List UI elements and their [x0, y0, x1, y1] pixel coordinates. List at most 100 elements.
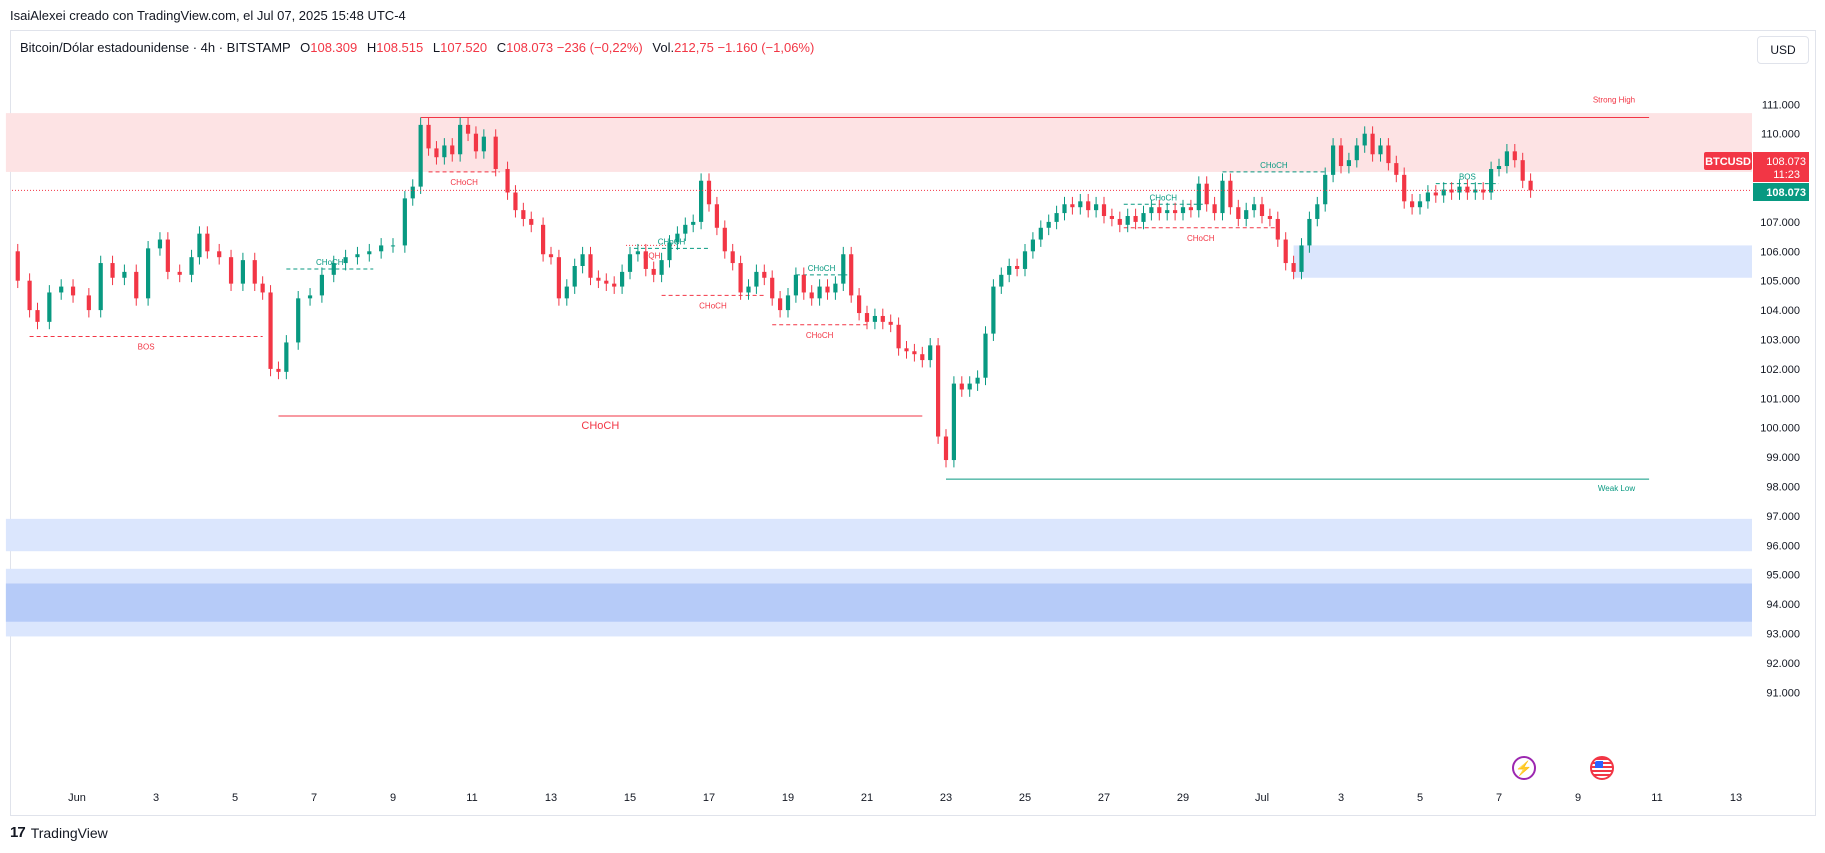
candle-body [722, 227, 727, 252]
candle-body [390, 245, 396, 247]
candle-body [612, 283, 617, 287]
candle-body [134, 271, 139, 299]
candle-body [1165, 210, 1170, 214]
candle-body [122, 271, 127, 278]
candle-body [1528, 180, 1533, 191]
candle-body [880, 315, 885, 322]
x-tick-label: 17 [703, 792, 715, 804]
candle-body [801, 274, 806, 293]
structure-label: CHoCH [806, 331, 834, 340]
candle-body [841, 254, 846, 284]
candle-body [849, 254, 854, 296]
chart-frame [10, 30, 1816, 816]
candle-body [1244, 210, 1249, 219]
candle-body [714, 204, 719, 228]
candle-body [904, 348, 909, 352]
candle-body [1299, 245, 1304, 272]
structure-label: CHoCH [450, 178, 478, 187]
candle-body [343, 257, 348, 264]
x-tick-label: 13 [1730, 792, 1742, 804]
candle-body [825, 286, 830, 293]
candle-body [746, 286, 751, 293]
candle-body [991, 286, 996, 334]
candle-body [588, 254, 593, 278]
candle-body [1196, 183, 1201, 211]
structure-label: CHoCH [1260, 161, 1288, 170]
x-tick-label: 23 [940, 792, 952, 804]
candle-body [936, 345, 941, 437]
candle-body [920, 354, 925, 361]
lightning-icon[interactable]: ⚡ [1512, 756, 1536, 780]
candle-body [928, 345, 933, 361]
candle-body [1323, 174, 1328, 205]
candle-body [1070, 204, 1075, 208]
candle-body [442, 145, 447, 158]
candle-body [1204, 183, 1209, 205]
candle-body [319, 274, 324, 296]
candle-body [1338, 145, 1344, 167]
y-tick-label: 103.000 [1760, 335, 1800, 347]
y-tick-label: 101.000 [1760, 393, 1800, 405]
last-price-value: 108.073 [1766, 156, 1806, 168]
y-tick-label: 106.000 [1760, 246, 1800, 258]
high-value: 108.515 [376, 40, 424, 55]
us-flag-icon[interactable] [1590, 756, 1614, 780]
x-tick-label: 25 [1019, 792, 1031, 804]
candle-body [1109, 216, 1114, 219]
volume-label: Vol. [652, 40, 675, 55]
x-tick-label: 5 [1417, 792, 1423, 804]
structure-label: CHoCH [699, 301, 727, 310]
candle-body [493, 136, 498, 169]
candle-body [177, 271, 182, 275]
symbol-name[interactable]: Bitcoin/Dólar estadounidense · 4h · BITS… [20, 40, 291, 55]
candle-body [426, 124, 431, 149]
x-tick-label: 3 [153, 792, 159, 804]
y-tick-label: 94.000 [1766, 599, 1800, 611]
candle-body [98, 263, 103, 311]
candle-body [1489, 168, 1494, 193]
demand-zone [1293, 245, 1752, 278]
candle-body [59, 286, 64, 293]
candle-body [1267, 216, 1272, 219]
candle-body [189, 257, 194, 275]
currency-button[interactable]: USD [1757, 36, 1809, 64]
line-price-value: 108.073 [1766, 187, 1806, 199]
candle-body [307, 295, 313, 299]
y-tick-label: 105.000 [1760, 276, 1800, 288]
candle-body [1188, 207, 1193, 211]
tradingview-logo-icon[interactable]: 17 [10, 824, 26, 841]
candle-body [1228, 180, 1233, 208]
y-tick-label: 110.000 [1761, 129, 1800, 141]
candle-body [912, 351, 917, 355]
candle-body [165, 239, 170, 272]
footer-brand[interactable]: TradingView [30, 824, 108, 841]
candle-body [1030, 239, 1035, 252]
structure-label: CHoCH [658, 237, 686, 246]
candle-body [951, 383, 956, 461]
candle-body [817, 286, 822, 299]
countdown-value: 11:23 [1773, 169, 1800, 181]
candle-body [110, 263, 115, 278]
candle-body [1117, 218, 1122, 225]
candle-body [699, 180, 704, 222]
structure-label: BOS [138, 343, 155, 352]
candle-body [1362, 133, 1367, 146]
candle-body [513, 192, 518, 211]
candle-body [331, 263, 336, 275]
x-tick-label: 21 [861, 792, 873, 804]
candle-body [1212, 204, 1217, 214]
candle-body [667, 242, 672, 261]
candle-body [367, 251, 372, 255]
y-tick-label: 104.000 [1760, 305, 1800, 317]
open-value: 108.309 [310, 40, 358, 55]
structure-label: BOS [1459, 173, 1476, 182]
candle-body [1520, 160, 1525, 181]
candle-body [284, 342, 289, 372]
candle-body [983, 333, 988, 378]
candle-body [556, 257, 561, 299]
high-label: H [366, 40, 377, 55]
candle-body [1236, 207, 1241, 219]
candle-body [1402, 174, 1407, 202]
candle-body [864, 313, 870, 322]
